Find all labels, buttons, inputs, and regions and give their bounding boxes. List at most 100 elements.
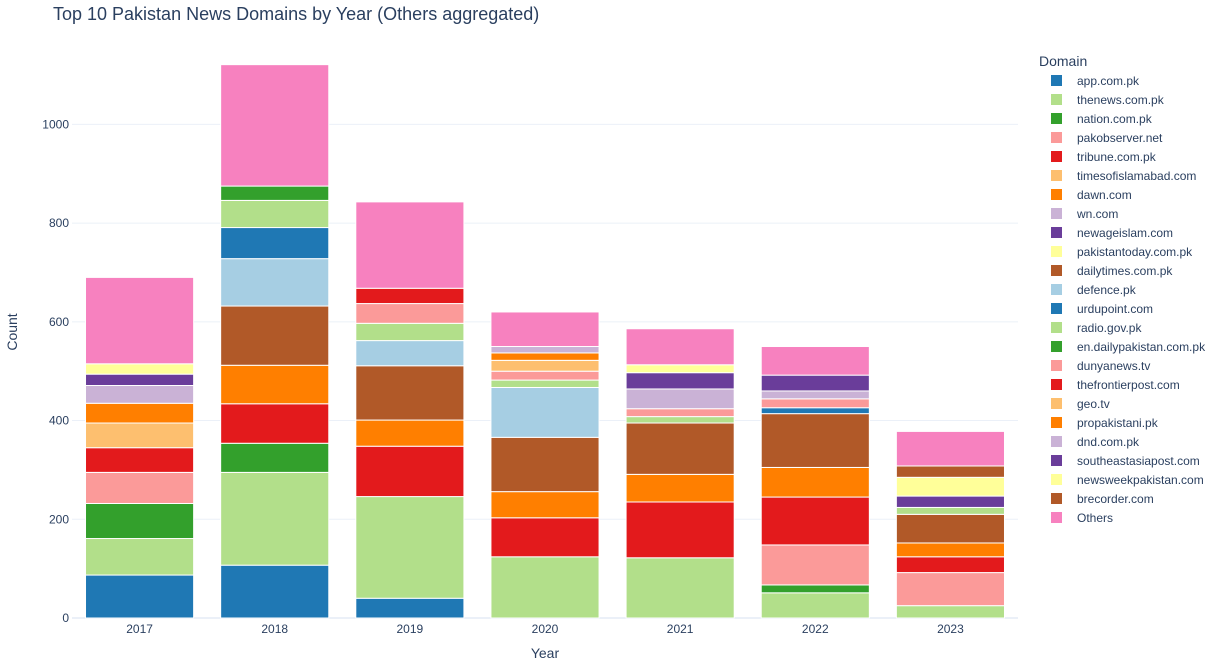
bar-segment-pakobserver-net-2023 [895,572,1005,607]
legend-item[interactable]: timesofislamabad.com [1051,169,1196,183]
legend-label: thefrontierpost.com [1077,378,1180,392]
legend-label: timesofislamabad.com [1077,169,1196,183]
bar-segment-defence-pk-2018 [220,258,330,307]
legend-item[interactable]: dawn.com [1051,188,1132,202]
legend-swatch [1051,322,1062,333]
bar-segment-pakobserver-net-2017 [85,471,195,504]
bar-segment-tribune-com-pk-2019 [355,445,465,498]
chart-title: Top 10 Pakistan News Domains by Year (Ot… [53,4,539,24]
bar-segment-geo-tv-2020 [490,359,600,372]
legend-swatch [1051,512,1062,523]
bar-segment-radio-gov-pk-2023 [895,506,1005,515]
bar-segment-dunyanews-tv-2020 [490,370,600,381]
x-axis-title: Year [531,645,560,661]
legend-swatch [1051,417,1062,428]
legend-swatch [1051,265,1062,276]
legend-swatch [1051,189,1062,200]
legend-label: geo.tv [1077,397,1110,411]
x-tick-label: 2020 [532,622,559,636]
legend-item[interactable]: thefrontierpost.com [1051,378,1180,392]
legend-label: Others [1077,511,1113,525]
y-tick-label: 800 [49,216,69,230]
legend-item[interactable]: dnd.com.pk [1051,435,1140,449]
bar-segment-southeastasiapost-com-2021 [625,372,735,390]
legend-swatch [1051,132,1062,143]
legend-swatch [1051,474,1062,485]
legend-label: pakobserver.net [1077,131,1163,145]
bar-segment-app-com-pk-2018 [220,564,330,619]
legend-item[interactable]: newageislam.com [1051,226,1173,240]
y-tick-label: 0 [62,611,69,625]
legend-item[interactable]: tribune.com.pk [1051,150,1157,164]
bar-segment-radio-gov-pk-2019 [355,322,465,342]
bar-segment-tribune-com-pk-2023 [895,556,1005,574]
x-tick-label: 2017 [126,622,153,636]
bar-segment-defence-pk-2019 [355,340,465,367]
bar-segment-dnd-com-pk-2020 [490,346,600,354]
legend-swatch [1051,341,1062,352]
bar-segment-dunyanews-tv-2022 [760,398,870,409]
legend-label: pakistantoday.com.pk [1077,245,1193,259]
legend-swatch [1051,227,1062,238]
legend-item[interactable]: wn.com [1051,207,1118,221]
y-tick-labels: 0 200 400 600 800 1000 [42,117,69,625]
legend-title: Domain [1039,53,1087,69]
bar-segment-others-2020 [490,311,600,348]
bar-segment-dailytimes-com-pk-2018 [220,305,330,366]
bar-segment-dnd-com-pk-2021 [625,388,735,410]
legend-label: wn.com [1076,207,1118,221]
legend-item[interactable]: en.dailypakistan.com.pk [1051,340,1206,354]
bar-segment-thenews-com-pk-2017 [85,538,195,576]
bar-segment-southeastasiapost-com-2023 [895,495,1005,508]
legend-item[interactable]: thenews.com.pk [1051,93,1165,107]
legend-item[interactable]: geo.tv [1051,397,1110,411]
bar-segment-nation-com-pk-2022 [760,584,870,594]
legend-label: app.com.pk [1077,74,1140,88]
legend-item[interactable]: Others [1051,511,1113,525]
legend-item[interactable]: urdupoint.com [1051,302,1153,316]
bar-segment-tribune-com-pk-2021 [625,501,735,559]
legend-item[interactable]: pakistantoday.com.pk [1051,245,1193,259]
bar-segment-newsweekpakistan-com-2023 [895,476,1005,497]
bar-segment-urdupoint-com-2022 [760,407,870,415]
bar-segment-pakistantoday-com-pk-2017 [85,363,195,375]
legend-item[interactable]: radio.gov.pk [1051,321,1142,335]
legend-item[interactable]: newsweekpakistan.com [1051,473,1204,487]
legend-item[interactable]: defence.pk [1051,283,1137,297]
legend-item[interactable]: southeastasiapost.com [1051,454,1200,468]
legend-label: dunyanews.tv [1077,359,1150,373]
legend-label: southeastasiapost.com [1077,454,1200,468]
bar-segment-others-2017 [85,276,195,365]
legend-label: radio.gov.pk [1077,321,1142,335]
bar-segment-thenews-com-pk-2020 [490,556,600,619]
bar-segment-radio-gov-pk-2020 [490,379,600,388]
legend-swatch [1051,436,1062,447]
bar-segment-dawn-com-2018 [220,364,330,405]
bar-segment-dawn-com-2022 [760,466,870,498]
legend-swatch [1051,379,1062,390]
bar-segment-wn-com-2017 [85,385,195,404]
bar-segment-dawn-com-2021 [625,473,735,503]
bar-segment-thenews-com-pk-2021 [625,557,735,619]
legend-item[interactable]: dunyanews.tv [1051,359,1150,373]
legend-swatch [1051,284,1062,295]
y-tick-label: 1000 [42,117,69,131]
legend-swatch [1051,360,1062,371]
legend-item[interactable]: propakistani.pk [1051,416,1159,430]
legend-item[interactable]: app.com.pk [1051,74,1140,88]
bar-segment-pakobserver-net-2022 [760,544,870,586]
bar-segment-dnd-com-pk-2022 [760,390,870,400]
legend-label: newsweekpakistan.com [1077,473,1204,487]
legend-item[interactable]: nation.com.pk [1051,112,1153,126]
legend-item[interactable]: pakobserver.net [1051,131,1163,145]
x-tick-label: 2022 [802,622,829,636]
legend-item[interactable]: brecorder.com [1051,492,1154,506]
legend-label: en.dailypakistan.com.pk [1077,340,1206,354]
legend-label: thenews.com.pk [1077,93,1165,107]
bar-segment-dawn-com-2023 [895,542,1005,558]
bar-segment-propakistani-pk-2020 [490,352,600,361]
legend-item[interactable]: dailytimes.com.pk [1051,264,1173,278]
bar-segment-dunyanews-tv-2019 [355,303,465,324]
bar-segment-thenews-com-pk-2022 [760,592,870,619]
legend-swatch [1051,303,1062,314]
